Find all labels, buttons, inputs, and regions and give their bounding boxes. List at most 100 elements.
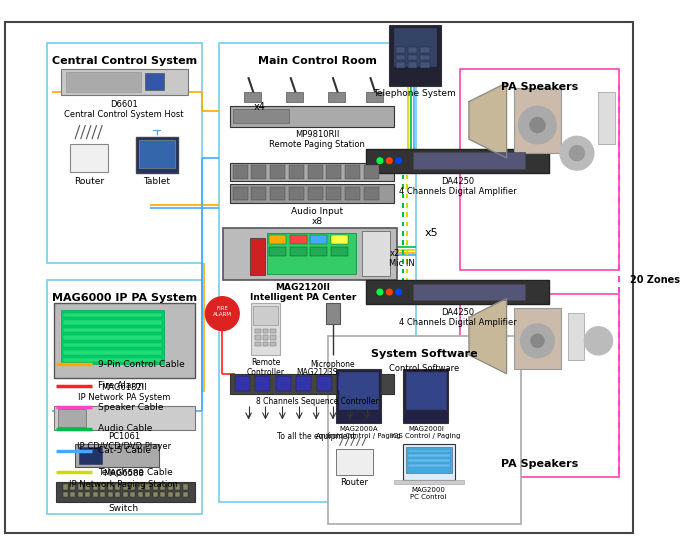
Bar [54, 303, 195, 379]
Bar [403, 369, 448, 423]
Bar [230, 374, 394, 394]
Text: Control Software: Control Software [390, 364, 460, 374]
Circle shape [530, 118, 545, 133]
Bar [413, 152, 525, 169]
Bar [78, 485, 82, 490]
Bar [244, 92, 260, 102]
Bar [289, 187, 304, 200]
Bar [413, 284, 525, 300]
Bar [63, 312, 163, 317]
Bar [394, 480, 464, 485]
Bar [252, 187, 267, 200]
Bar [153, 485, 158, 490]
Bar [131, 485, 135, 490]
Bar [131, 492, 135, 497]
Bar [230, 107, 394, 127]
Bar [362, 231, 390, 276]
Bar [255, 376, 270, 391]
Bar [146, 485, 150, 490]
Bar [116, 492, 120, 497]
Bar [396, 62, 405, 68]
Bar [146, 492, 150, 497]
Bar [403, 444, 455, 480]
Bar [175, 485, 180, 490]
Bar [408, 450, 450, 452]
Text: DA4250
4 Channels Digital Amplifier: DA4250 4 Channels Digital Amplifier [399, 176, 517, 196]
Circle shape [386, 289, 392, 295]
Circle shape [205, 297, 239, 330]
Bar [270, 165, 285, 179]
Text: Router: Router [74, 176, 104, 186]
Bar [326, 187, 341, 200]
Bar [233, 165, 248, 179]
Bar [160, 485, 165, 490]
Bar [336, 448, 373, 475]
Bar [255, 342, 260, 346]
Bar [101, 492, 105, 497]
Bar [252, 165, 267, 179]
Text: Router: Router [341, 478, 369, 487]
Bar [336, 369, 381, 423]
Bar [108, 485, 113, 490]
Bar [270, 342, 276, 346]
Text: Telephone Cable: Telephone Cable [99, 468, 173, 477]
Bar [63, 492, 67, 497]
Bar [406, 447, 452, 473]
Bar [331, 235, 348, 244]
Text: MAG2120II
Intelligent PA Center: MAG2120II Intelligent PA Center [250, 282, 356, 302]
Bar [63, 485, 67, 490]
Text: MAG6182II
IP Network PA System: MAG6182II IP Network PA System [78, 383, 170, 402]
Bar [514, 88, 561, 153]
Bar [331, 247, 348, 256]
Bar [61, 310, 164, 364]
Text: x2
Mic IN: x2 Mic IN [389, 249, 415, 268]
Bar [47, 43, 202, 263]
Bar [420, 55, 430, 60]
Bar [250, 238, 265, 275]
Circle shape [560, 137, 594, 170]
Bar [296, 376, 311, 391]
Bar [136, 137, 178, 173]
Bar [70, 485, 75, 490]
Bar [116, 485, 120, 490]
Polygon shape [469, 299, 507, 374]
Bar [267, 233, 356, 274]
Text: x5: x5 [425, 228, 439, 238]
Bar [183, 492, 188, 497]
Text: Tablet: Tablet [143, 176, 170, 186]
Bar [358, 376, 373, 391]
Bar [269, 235, 286, 244]
Bar [394, 28, 436, 66]
Bar [253, 306, 277, 325]
Bar [63, 320, 163, 325]
Text: MP9810RII
Remote Paging Station: MP9810RII Remote Paging Station [269, 130, 365, 149]
Circle shape [377, 289, 383, 295]
Bar [160, 492, 165, 497]
Bar [270, 187, 285, 200]
Bar [63, 350, 163, 355]
Bar [108, 492, 113, 497]
Text: MAG2123S: MAG2123S [296, 368, 338, 377]
Bar [326, 303, 339, 324]
Bar [460, 69, 619, 270]
Bar [270, 329, 276, 334]
Text: 9-Pin Control Cable: 9-Pin Control Cable [99, 360, 185, 369]
Bar [233, 109, 289, 123]
Bar [255, 329, 260, 334]
Text: Central Control System: Central Control System [52, 56, 197, 65]
Bar [290, 235, 307, 244]
Circle shape [386, 158, 392, 164]
Text: Switch: Switch [109, 504, 139, 513]
Bar [408, 62, 418, 68]
Bar [66, 72, 141, 92]
Bar [235, 376, 250, 391]
Text: Audio Cable: Audio Cable [99, 425, 153, 433]
Text: To all the equipment.: To all the equipment. [277, 432, 358, 441]
Bar [345, 165, 360, 179]
Circle shape [396, 289, 401, 295]
Circle shape [569, 146, 584, 161]
Bar [63, 358, 163, 362]
Bar [328, 92, 345, 102]
Bar [86, 492, 90, 497]
Bar [101, 485, 105, 490]
